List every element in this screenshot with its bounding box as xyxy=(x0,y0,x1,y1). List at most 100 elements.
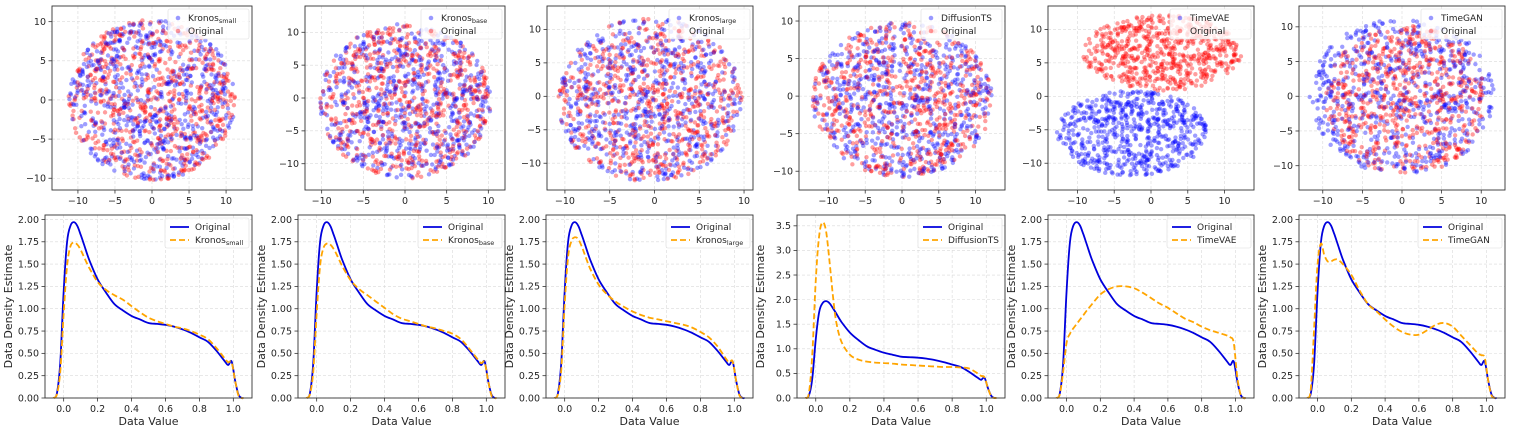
original-point xyxy=(385,31,390,36)
synthetic-point xyxy=(941,116,947,122)
original-point xyxy=(429,110,435,115)
synthetic-point xyxy=(105,88,111,94)
original-point xyxy=(197,116,202,121)
original-point xyxy=(358,118,364,124)
synthetic-point xyxy=(88,53,93,58)
synthetic-point xyxy=(660,114,666,120)
original-point xyxy=(715,143,721,149)
synthetic-point xyxy=(321,92,326,97)
original-point xyxy=(858,128,863,134)
synthetic-point xyxy=(131,122,136,127)
original-point xyxy=(623,107,628,113)
original-point xyxy=(325,132,331,137)
synthetic-point xyxy=(898,63,904,68)
synthetic-point xyxy=(884,71,890,76)
synthetic-point xyxy=(134,70,140,76)
synthetic-point xyxy=(108,96,114,102)
original-point xyxy=(111,129,116,135)
original-point xyxy=(119,33,125,39)
original-point xyxy=(388,32,393,38)
original-point xyxy=(615,75,621,80)
synthetic-point xyxy=(157,108,162,113)
synthetic-point xyxy=(635,42,641,47)
original-point xyxy=(955,112,960,118)
synthetic-point xyxy=(883,167,888,172)
original-point xyxy=(374,137,380,142)
original-point xyxy=(404,45,410,51)
synthetic-point xyxy=(80,69,85,75)
synthetic-point xyxy=(656,80,661,86)
original-point xyxy=(185,75,191,80)
synthetic-point xyxy=(93,152,99,157)
original-point xyxy=(910,157,916,163)
original-point xyxy=(569,130,574,135)
synthetic-point xyxy=(421,83,426,88)
synthetic-point xyxy=(663,78,668,83)
original-point xyxy=(659,126,665,132)
synthetic-point xyxy=(345,89,351,94)
synthetic-point xyxy=(136,29,142,34)
original-point xyxy=(699,147,705,152)
synthetic-point xyxy=(476,114,482,119)
original-point xyxy=(227,115,233,120)
synthetic-point xyxy=(121,159,126,164)
synthetic-point xyxy=(153,41,159,46)
original-point xyxy=(185,152,190,157)
original-point xyxy=(562,90,567,95)
synthetic-point xyxy=(436,102,441,107)
synthetic-point xyxy=(399,108,404,114)
synthetic-point xyxy=(621,19,627,24)
synthetic-point xyxy=(434,100,440,106)
synthetic-point xyxy=(898,168,904,174)
synthetic-point xyxy=(926,160,932,166)
synthetic-point xyxy=(876,38,882,44)
original-point xyxy=(354,35,359,40)
original-point xyxy=(615,68,621,74)
synthetic-point xyxy=(165,81,170,87)
synthetic-point xyxy=(125,114,130,119)
original-point xyxy=(652,135,658,141)
original-point xyxy=(640,160,645,165)
synthetic-point xyxy=(839,51,845,57)
synthetic-point xyxy=(936,130,942,135)
original-point xyxy=(926,168,931,174)
synthetic-point xyxy=(855,102,860,107)
original-point xyxy=(919,57,924,62)
original-point xyxy=(93,140,98,146)
synthetic-point xyxy=(435,90,440,96)
y-tick-label: −5 xyxy=(527,125,541,136)
synthetic-point xyxy=(385,39,390,44)
original-point xyxy=(130,98,135,103)
original-point xyxy=(414,106,419,111)
synthetic-point xyxy=(410,159,415,165)
synthetic-point xyxy=(399,107,404,112)
synthetic-point xyxy=(393,55,398,60)
original-point xyxy=(119,136,125,141)
original-point xyxy=(564,70,569,76)
synthetic-point xyxy=(382,101,388,106)
original-point xyxy=(164,115,170,120)
synthetic-point xyxy=(393,108,398,113)
synthetic-point xyxy=(129,76,135,81)
synthetic-point xyxy=(174,157,179,162)
original-point xyxy=(949,55,955,60)
synthetic-point xyxy=(462,131,467,136)
synthetic-point xyxy=(863,96,868,102)
synthetic-point xyxy=(608,75,613,81)
synthetic-point xyxy=(332,122,337,128)
synthetic-point xyxy=(848,95,853,100)
original-point xyxy=(182,156,187,161)
original-point xyxy=(639,88,645,94)
original-point xyxy=(651,61,656,66)
original-point xyxy=(649,115,654,120)
original-point xyxy=(181,167,187,172)
synthetic-point xyxy=(953,134,958,139)
original-point xyxy=(363,55,368,61)
synthetic-point xyxy=(324,69,330,75)
original-point xyxy=(351,157,356,162)
original-point xyxy=(194,148,199,153)
original-point xyxy=(416,103,421,109)
synthetic-point xyxy=(320,88,326,94)
original-point xyxy=(385,64,390,69)
synthetic-point xyxy=(111,47,116,52)
